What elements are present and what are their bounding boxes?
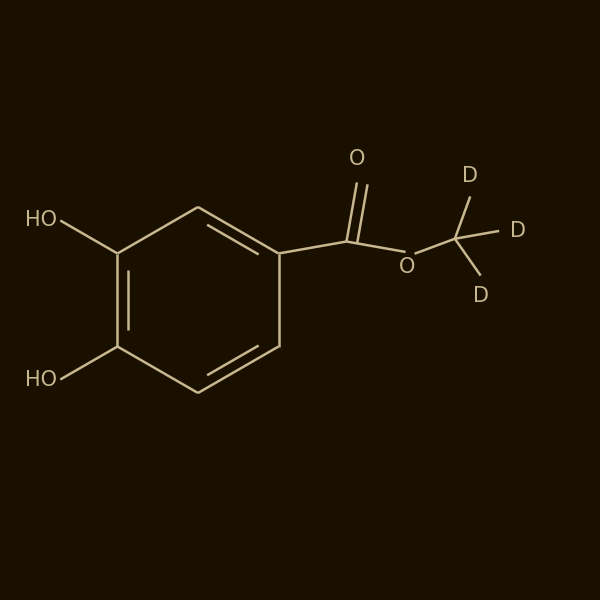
Text: D: D — [473, 286, 488, 307]
Text: O: O — [398, 257, 415, 277]
Text: O: O — [349, 149, 365, 169]
Text: D: D — [510, 221, 526, 241]
Text: D: D — [462, 166, 478, 185]
Text: HO: HO — [25, 211, 58, 230]
Text: HO: HO — [25, 370, 58, 389]
